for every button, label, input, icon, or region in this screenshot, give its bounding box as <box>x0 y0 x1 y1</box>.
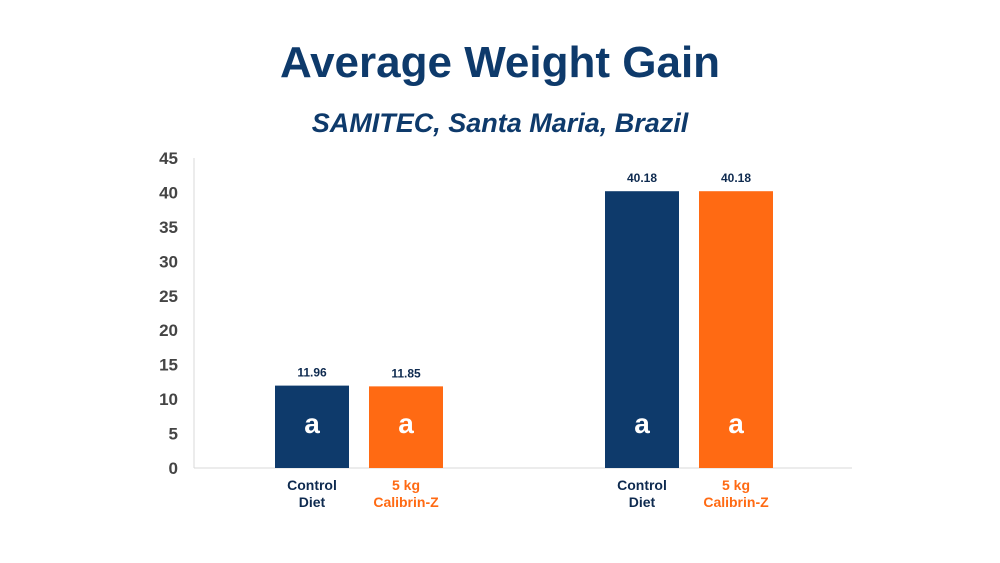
data-label: 40.18 <box>721 171 751 185</box>
data-label: 11.96 <box>297 366 327 380</box>
data-label: 40.18 <box>627 171 657 185</box>
bar <box>699 191 773 468</box>
category-label: Calibrin-Z <box>703 494 769 510</box>
bar <box>605 191 679 468</box>
category-label: Control <box>617 477 667 493</box>
category-label: Control <box>287 477 337 493</box>
chart-subtitle: SAMITEC, Santa Maria, Brazil <box>311 108 689 138</box>
y-tick-label: 20 <box>159 321 178 340</box>
significance-letter: a <box>398 408 414 439</box>
y-tick-label: 15 <box>159 356 178 375</box>
category-label: Diet <box>299 494 326 510</box>
chart-title: Average Weight Gain <box>279 38 721 87</box>
y-tick-label: 45 <box>159 149 178 168</box>
y-tick-label: 40 <box>159 183 178 202</box>
category-label: Diet <box>629 494 656 510</box>
bar <box>369 386 443 468</box>
data-label: 11.85 <box>391 366 421 380</box>
y-tick-label: 25 <box>159 287 178 306</box>
bar <box>275 385 349 468</box>
y-tick-label: 5 <box>169 425 178 444</box>
y-tick-label: 35 <box>159 218 178 237</box>
significance-letter: a <box>304 408 320 439</box>
y-tick-label: 30 <box>159 252 178 271</box>
category-label: 5 kg <box>392 477 420 493</box>
y-tick-label: 10 <box>159 390 178 409</box>
significance-letter: a <box>634 408 650 439</box>
y-tick-label: 0 <box>169 459 178 478</box>
category-label: Calibrin-Z <box>373 494 439 510</box>
significance-letter: a <box>728 408 744 439</box>
category-label: 5 kg <box>722 477 750 493</box>
